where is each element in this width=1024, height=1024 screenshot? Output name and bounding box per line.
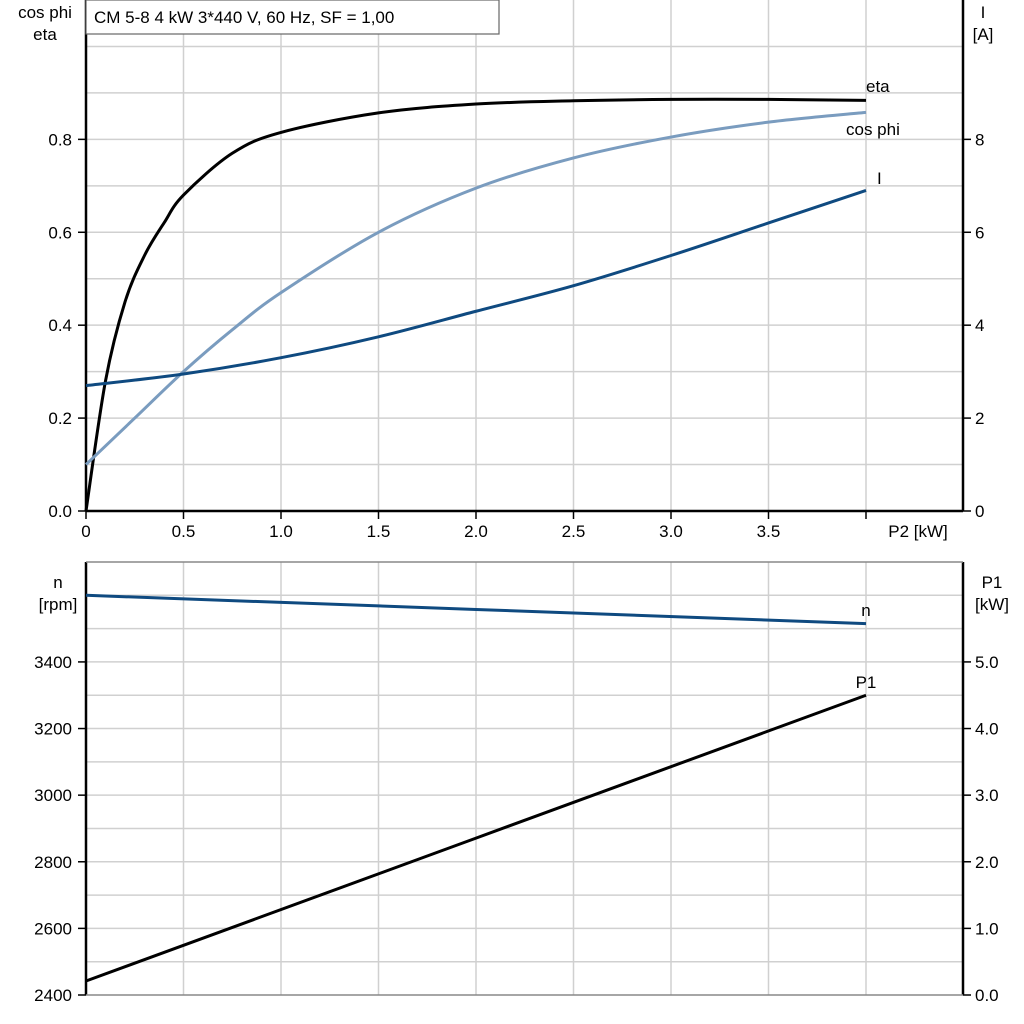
series-line-cos-phi [84, 110, 867, 466]
x-axis-label: P2 [kW] [888, 522, 948, 541]
right-axis-label: P1 [982, 573, 1003, 592]
series-label-i: I [877, 169, 882, 188]
right-tick-label: 0 [975, 502, 984, 521]
right-tick-label: 1.0 [975, 919, 999, 938]
plot-panel-0 [78, 0, 971, 519]
right-tick-label: 6 [975, 223, 984, 242]
right-axis-label: [A] [973, 25, 994, 44]
right-tick-label: 3.0 [975, 786, 999, 805]
x-tick-label: 3.5 [757, 522, 781, 541]
right-axis-label: [kW] [975, 595, 1009, 614]
left-tick-label: 0.0 [48, 502, 72, 521]
right-axis-label: I [981, 3, 986, 22]
x-tick-label: 1.5 [367, 522, 391, 541]
series-label-p1: P1 [856, 673, 877, 692]
left-axis-label: eta [33, 25, 57, 44]
right-tick-label: 4.0 [975, 720, 999, 739]
plot-panel-1 [78, 561, 971, 996]
left-tick-label: 3200 [34, 720, 72, 739]
right-tick-label: 2.0 [975, 853, 999, 872]
x-tick-label: 1.0 [269, 522, 293, 541]
right-tick-label: 8 [975, 130, 984, 149]
series-line-eta [84, 97, 867, 512]
series-label-eta: eta [866, 77, 890, 96]
left-tick-label: 3000 [34, 786, 72, 805]
left-axis-label: cos phi [18, 3, 72, 22]
x-tick-label: 3.0 [659, 522, 683, 541]
x-tick-label: 0 [81, 522, 90, 541]
left-axis-label: n [53, 573, 62, 592]
x-tick-label: 2.5 [562, 522, 586, 541]
left-tick-label: 3400 [34, 653, 72, 672]
left-tick-label: 2600 [34, 919, 72, 938]
x-tick-label: 2.0 [464, 522, 488, 541]
left-tick-label: 2800 [34, 853, 72, 872]
left-tick-label: 0.4 [48, 316, 72, 335]
series-label-cos-phi: cos phi [846, 120, 900, 139]
series-line-n [85, 593, 867, 626]
right-tick-label: 2 [975, 409, 984, 428]
chart-title: CM 5-8 4 kW 3*440 V, 60 Hz, SF = 1,00 [94, 8, 394, 27]
left-axis-label: [rpm] [39, 595, 78, 614]
right-tick-label: 0.0 [975, 986, 999, 1005]
title-box [85, 0, 500, 35]
right-tick-label: 5.0 [975, 653, 999, 672]
left-tick-label: 2400 [34, 986, 72, 1005]
series-line-i [85, 189, 867, 388]
right-tick-label: 4 [975, 316, 984, 335]
left-tick-label: 0.2 [48, 409, 72, 428]
left-tick-label: 0.8 [48, 130, 72, 149]
series-label-n: n [861, 601, 870, 620]
series-line-p1 [85, 693, 867, 983]
left-tick-label: 0.6 [48, 223, 72, 242]
x-tick-label: 0.5 [172, 522, 196, 541]
